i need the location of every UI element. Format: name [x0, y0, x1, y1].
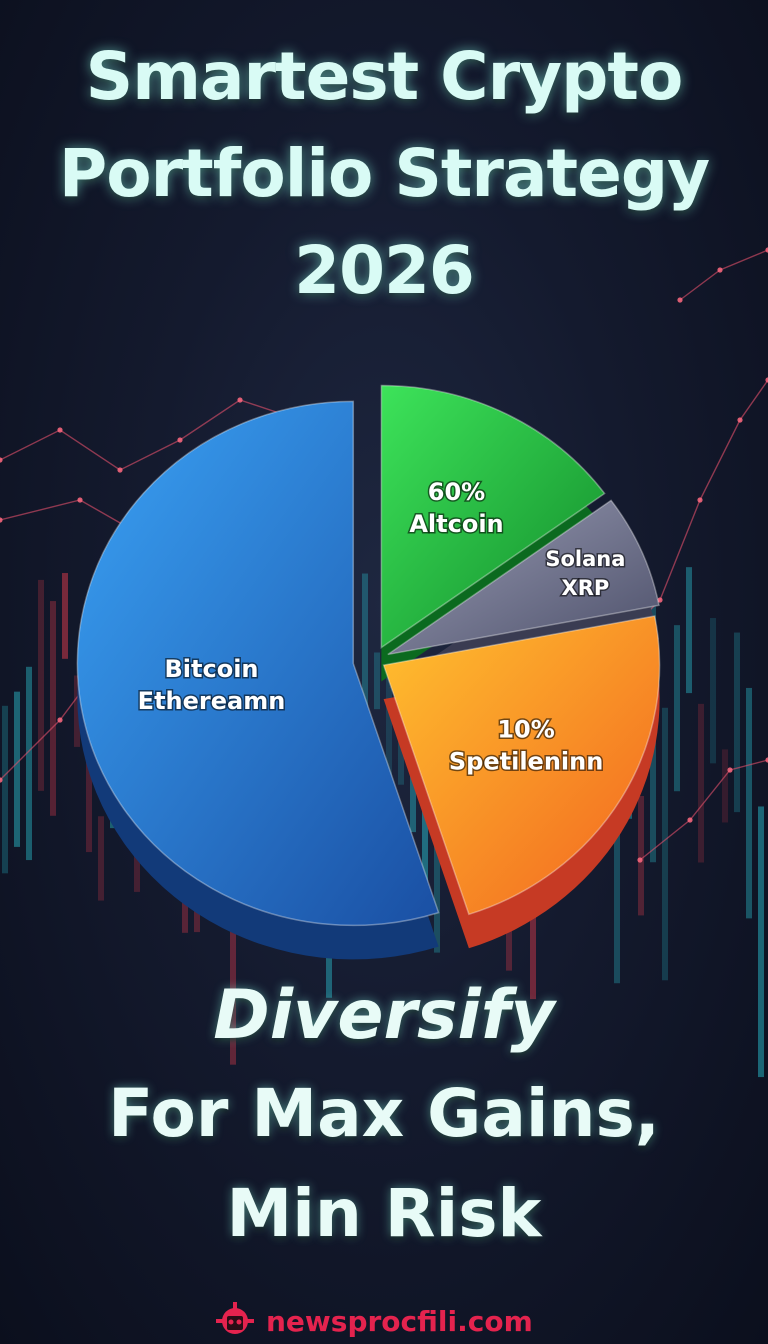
tagline-line-1: Diversify [213, 976, 555, 1055]
background-node [237, 397, 243, 403]
background-candle [638, 795, 644, 916]
background-node [57, 427, 63, 433]
pie-slices [76, 384, 661, 927]
pie-slice-label: 10% [497, 716, 554, 744]
background-candle [746, 687, 752, 919]
background-candle [62, 573, 68, 659]
background-candle [758, 806, 764, 1078]
brand-logo-icon [216, 1302, 254, 1334]
background-node [737, 417, 743, 423]
background-candle [98, 816, 104, 901]
pie-slice-label: XRP [562, 576, 610, 600]
background-candle [38, 579, 44, 791]
background-node [657, 597, 663, 603]
background-node [765, 377, 768, 383]
title-line-1: Smartest Crypto [85, 38, 684, 115]
pie-slice-label: 60% [428, 478, 485, 506]
background-node [0, 777, 3, 783]
title-line-2: Portfolio Strategy [58, 135, 710, 212]
background-candle [386, 595, 392, 842]
pie-slice [76, 400, 440, 927]
background-candle [74, 675, 80, 747]
portfolio-pie-chart: 60% Altcoin Solana XRP 10% Spetileninn Bitcoin… [76, 384, 661, 960]
site-name: newsprocfili.com [266, 1304, 533, 1338]
pie-slice-label: Spetileninn [449, 748, 603, 776]
pie-slice-label: Bitcoin [164, 655, 258, 683]
background-node [765, 757, 768, 763]
background-node [727, 767, 733, 773]
pie-slice [387, 499, 660, 656]
tagline-line-2: For Max Gains, [108, 1075, 660, 1152]
background-node [637, 857, 643, 863]
background-node [0, 517, 3, 523]
background-candle [422, 752, 428, 910]
background-trend-line [0, 399, 301, 471]
background-node [717, 267, 723, 273]
title-line-3: 2026 [294, 232, 475, 309]
pie-slice-label: Ethereamn [138, 687, 286, 715]
background-node [697, 497, 703, 503]
background-candle [710, 618, 716, 764]
page-title: Smartest Crypto Portfolio Strategy 2026 [0, 28, 768, 319]
background-candle [86, 703, 92, 853]
background-node [177, 437, 183, 443]
pie-slice [380, 384, 606, 649]
background-candle [2, 705, 8, 874]
background-node [77, 497, 83, 503]
background-candle [662, 707, 668, 981]
background-candle [734, 632, 740, 813]
background-node [117, 467, 123, 473]
background-candle [374, 652, 380, 710]
tagline: Diversify For Max Gains, Min Risk [0, 968, 768, 1264]
background-candle [722, 749, 728, 823]
background-node [57, 717, 63, 723]
pie-labels: 60% Altcoin Solana XRP 10% Spetileninn Bitcoin… [136, 476, 627, 777]
footer: newsprocfili.com [214, 1298, 554, 1344]
tagline-line-3: Min Risk [226, 1175, 542, 1252]
background-node [765, 247, 768, 253]
pie-slice-label: Altcoin [409, 510, 503, 538]
background-candle [26, 666, 32, 861]
background-node [0, 457, 3, 463]
background-candle [674, 625, 680, 792]
background-trend-line [639, 759, 768, 861]
background-candle [686, 567, 692, 694]
background-node [677, 297, 683, 303]
background-candle [698, 703, 704, 863]
background-candle [14, 691, 20, 847]
background-candle [362, 573, 368, 742]
background-candle [50, 601, 56, 816]
pie-slice-label: Solana [545, 547, 625, 571]
pie-slice [382, 615, 661, 916]
background-node [687, 817, 693, 823]
